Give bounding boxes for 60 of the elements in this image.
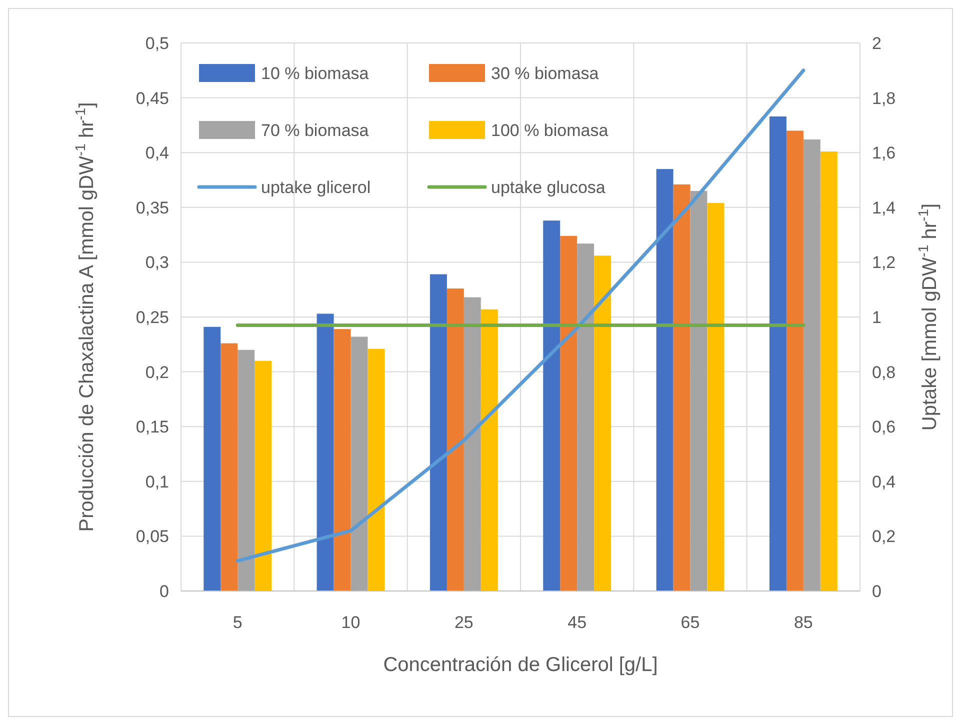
bar — [690, 190, 708, 591]
legend-label: uptake glucosa — [491, 178, 606, 197]
bar — [350, 336, 368, 591]
y2-tick-label: 1 — [872, 308, 882, 327]
y-tick-label: 0,4 — [145, 144, 169, 163]
bar — [803, 139, 820, 591]
y-tick-label: 0,2 — [145, 362, 169, 382]
y-tick-label: 0,15 — [136, 418, 169, 437]
y2-tick-label: 1,2 — [872, 253, 896, 272]
bar — [560, 236, 578, 591]
bar — [316, 314, 334, 591]
x-axis-title: Concentración de Glicerol [g/L] — [383, 654, 658, 676]
bar — [707, 203, 724, 591]
x-tick-label: 25 — [454, 613, 474, 632]
y2-tick-label: 0,8 — [872, 362, 896, 382]
line-series — [236, 68, 806, 563]
bar — [786, 130, 804, 591]
bar — [334, 329, 351, 591]
x-tick-label: 85 — [794, 613, 813, 632]
legend-label: 70 % biomasa — [261, 121, 370, 140]
bar — [464, 297, 481, 591]
y-tick-label: 0 — [160, 582, 169, 601]
bar — [820, 152, 838, 591]
x-tick-label: 10 — [341, 613, 360, 632]
bar — [204, 326, 221, 591]
y2-tick-label: 2 — [872, 34, 882, 53]
y2-tick-label: 1,8 — [872, 88, 896, 108]
y2-tick-label: 1,6 — [872, 144, 896, 163]
bar — [238, 350, 255, 591]
y-tick-label: 0,1 — [145, 472, 169, 492]
bar — [594, 256, 612, 591]
y-tick-label: 0,35 — [136, 198, 169, 218]
y2-tick-label: 1,4 — [872, 198, 896, 218]
x-tick-label: 65 — [680, 613, 700, 632]
legend-label: uptake glicerol — [261, 178, 371, 197]
y-tick-label: 0,45 — [136, 88, 169, 108]
bar — [577, 244, 594, 591]
bar — [446, 288, 464, 591]
legend-label: 10 % biomasa — [261, 64, 370, 83]
y2-tick-label: 0,4 — [872, 472, 896, 492]
bar — [656, 169, 674, 591]
bar — [254, 360, 272, 591]
bar — [543, 220, 560, 591]
y-tick-label: 0,3 — [145, 253, 169, 272]
x-tick-label: 5 — [232, 613, 242, 632]
y2-tick-label: 0,2 — [872, 527, 896, 546]
x-tick-label: 45 — [568, 613, 587, 632]
bar — [673, 184, 690, 591]
bar — [430, 274, 447, 591]
y2-tick-label: 0,6 — [872, 418, 896, 437]
y2-tick-label: 0 — [872, 582, 882, 601]
legend-label: 30 % biomasa — [491, 64, 600, 83]
legend-label: 100 % biomasa — [491, 121, 609, 140]
bar — [368, 348, 385, 591]
y-tick-label: 0,25 — [136, 308, 169, 327]
y-tick-label: 0,5 — [145, 34, 169, 53]
bar — [220, 343, 238, 591]
y-tick-label: 0,05 — [136, 527, 169, 546]
bar — [480, 309, 498, 591]
bar — [769, 116, 786, 591]
